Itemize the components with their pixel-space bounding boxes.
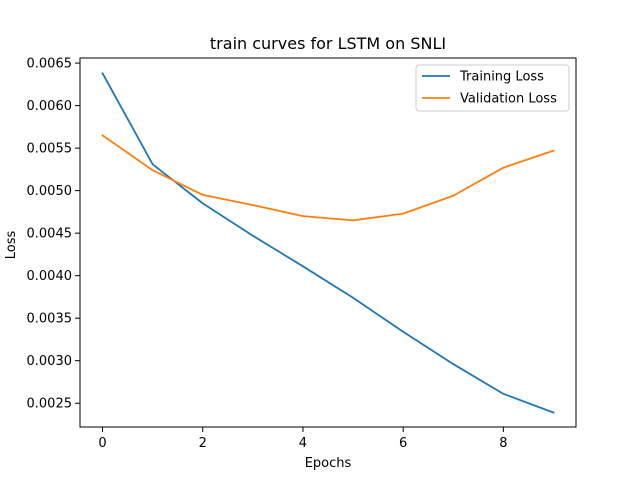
y-tick-label: 0.0055 [27, 142, 73, 157]
x-tick-label: 6 [399, 436, 407, 451]
y-tick-label: 0.0040 [27, 269, 73, 284]
axes-layer: 0 2 4 6 8 0.0025 0.0030 0.0035 0.0040 0.0045 0.005… [27, 57, 577, 451]
legend-label-2: Validation Loss [460, 92, 557, 107]
series-line-2 [101, 134, 555, 222]
x-tick-label: 4 [299, 436, 307, 451]
x-tick-label: 8 [499, 436, 507, 451]
series-line-1 [101, 72, 555, 414]
y-tick-label: 0.0050 [27, 184, 73, 199]
legend: Training Loss Validation Loss [415, 64, 570, 112]
legend-label-1: Training Loss [459, 70, 544, 85]
plot-area [80, 58, 576, 427]
x-axis-label: Epochs [305, 456, 352, 471]
x-tick-label: 2 [199, 436, 207, 451]
series-layer [101, 72, 555, 414]
y-tick-label: 0.0030 [27, 354, 73, 369]
y-tick-label: 0.0045 [27, 227, 73, 242]
y-tick-label: 0.0025 [27, 397, 73, 412]
x-tick-label: 0 [98, 436, 106, 451]
axes-frame [79, 57, 577, 428]
chart-title: train curves for LSTM on SNLI [210, 34, 446, 53]
y-axis-label: Loss [4, 231, 19, 260]
plot-background [80, 58, 576, 427]
y-tick-label: 0.0060 [27, 99, 73, 114]
y-tick-label: 0.0035 [27, 312, 73, 327]
y-tick-label: 0.0065 [27, 57, 73, 72]
legend-box [415, 64, 570, 112]
